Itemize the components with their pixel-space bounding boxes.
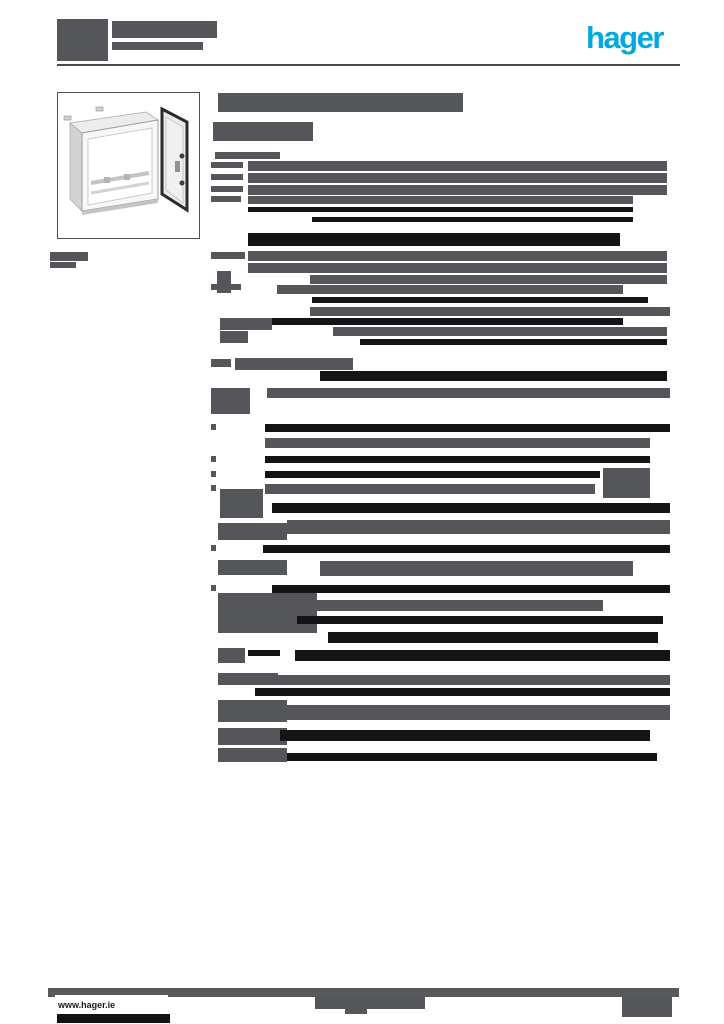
- spec-redacted-bar: [603, 468, 650, 498]
- spec-redacted-bar: [211, 585, 216, 591]
- spec-redacted-bar: [310, 307, 670, 316]
- spec-redacted-bar: [218, 593, 317, 633]
- spec-redacted-bar: [310, 275, 667, 284]
- spec-redacted-bar: [295, 650, 670, 661]
- spec-redacted-bar: [218, 560, 287, 575]
- spec-redacted-bar: [265, 438, 650, 448]
- footer-redacted-bar: [622, 996, 672, 1017]
- header-redacted-bar: [112, 42, 203, 50]
- enclosure-body: [69, 111, 160, 215]
- spec-redacted-bar: [211, 424, 216, 430]
- footer-website-link[interactable]: www.hager.ie: [55, 995, 168, 1016]
- spec-redacted-bar: [248, 650, 280, 656]
- spec-redacted-bar: [287, 753, 657, 761]
- enclosure-illustration: [63, 106, 189, 215]
- door-latch-icon: [175, 161, 180, 172]
- spec-redacted-bar: [265, 471, 600, 478]
- spec-redacted-bar: [211, 456, 216, 462]
- spec-redacted-bar: [320, 561, 633, 576]
- spec-redacted-bar: [255, 688, 670, 696]
- footer-band: [48, 988, 679, 997]
- header-divider-rule: [57, 64, 680, 66]
- spec-redacted-bar: [211, 485, 216, 491]
- spec-redacted-bar: [282, 705, 670, 720]
- spec-redacted-bar: [218, 648, 245, 663]
- spec-redacted-bar: [277, 285, 623, 294]
- hager-logo: hager: [586, 20, 664, 55]
- spec-redacted-bar: [213, 122, 313, 141]
- spec-redacted-bar: [211, 196, 241, 202]
- spec-redacted-bar: [280, 730, 650, 741]
- spec-redacted-bar: [312, 217, 633, 222]
- product-caption-bar: [50, 252, 88, 261]
- footer-redacted-bar: [315, 996, 425, 1009]
- spec-redacted-bar: [211, 174, 243, 180]
- door-hinge-icon: [179, 153, 185, 159]
- spec-redacted-bar: [211, 545, 216, 551]
- spec-redacted-bar: [220, 318, 272, 330]
- spec-redacted-bar: [312, 297, 648, 303]
- spec-redacted-bar: [220, 331, 248, 343]
- footer-black-bar: [57, 1014, 170, 1023]
- spec-redacted-bar: [248, 161, 667, 171]
- spec-redacted-bar: [211, 186, 243, 192]
- spec-redacted-bar: [272, 318, 623, 325]
- spec-redacted-bar: [272, 585, 670, 593]
- header-redacted-bar: [57, 19, 108, 61]
- spec-redacted-bar: [220, 489, 263, 518]
- spec-redacted-bar: [287, 520, 670, 534]
- spec-redacted-bar: [248, 251, 667, 261]
- spec-redacted-bar: [248, 263, 667, 273]
- header-redacted-bar: [112, 21, 217, 38]
- spec-redacted-bar: [248, 173, 667, 183]
- spec-redacted-bar: [263, 545, 670, 553]
- spec-redacted-bar: [218, 523, 287, 540]
- spec-redacted-bar: [248, 207, 633, 212]
- spec-redacted-bar: [320, 371, 667, 381]
- spec-redacted-bar: [211, 388, 250, 414]
- spec-redacted-bar: [248, 185, 667, 195]
- spec-redacted-bar: [218, 748, 287, 762]
- spec-redacted-bar: [211, 252, 245, 259]
- spec-redacted-bar: [211, 359, 231, 367]
- spec-redacted-bar: [360, 339, 667, 345]
- footer-redacted-bar: [345, 1009, 367, 1014]
- spec-redacted-bar: [211, 284, 241, 290]
- spec-redacted-bar: [215, 152, 280, 159]
- spec-redacted-bar: [248, 233, 620, 246]
- spec-redacted-bar: [272, 503, 670, 513]
- enclosure-door: [160, 106, 189, 213]
- spec-redacted-bar: [265, 456, 650, 463]
- door-hinge-icon: [179, 180, 185, 186]
- spec-redacted-bar: [297, 616, 663, 624]
- spec-redacted-bar: [267, 388, 670, 398]
- spec-redacted-bar: [211, 471, 216, 477]
- mounting-lug-icon: [95, 106, 104, 112]
- spec-redacted-bar: [248, 196, 633, 204]
- spec-redacted-bar: [333, 327, 667, 336]
- spec-redacted-bar: [218, 728, 287, 745]
- spec-redacted-bar: [255, 675, 670, 685]
- spec-redacted-bar: [328, 632, 658, 643]
- spec-redacted-bar: [235, 358, 353, 370]
- enclosure-product-image: [57, 92, 200, 239]
- spec-redacted-bar: [265, 484, 595, 494]
- product-caption-bar: [50, 262, 76, 268]
- spec-redacted-bar: [218, 700, 287, 722]
- spec-redacted-bar: [265, 424, 670, 432]
- spec-redacted-bar: [297, 600, 603, 611]
- mounting-lug-icon: [63, 115, 72, 121]
- spec-redacted-bar: [218, 93, 463, 112]
- spec-redacted-bar: [211, 162, 243, 168]
